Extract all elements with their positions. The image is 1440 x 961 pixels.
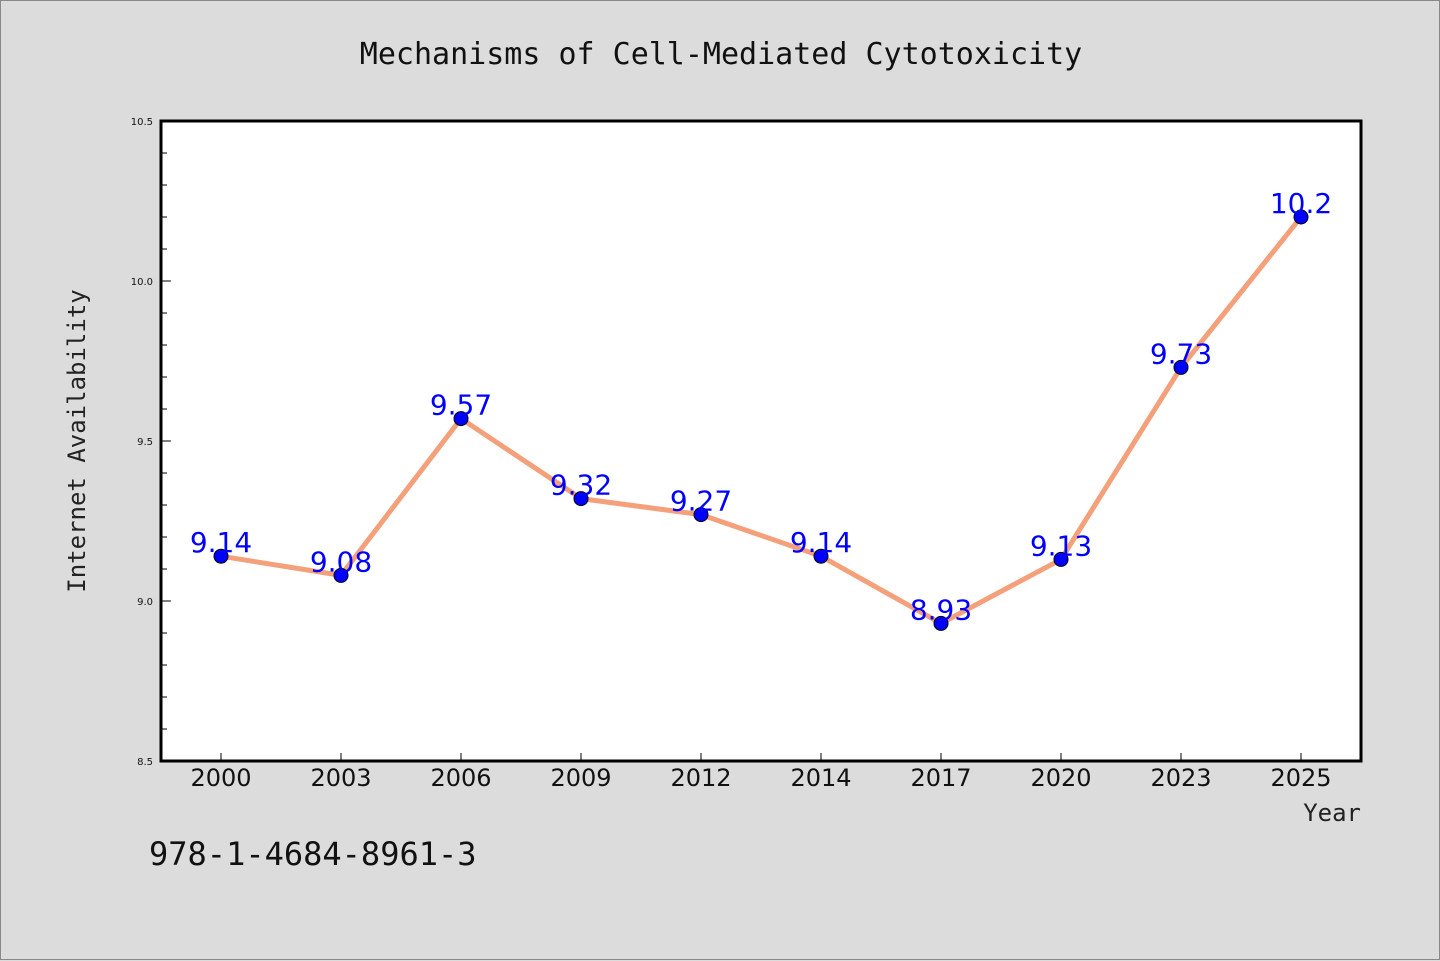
data-label: 9.27: [670, 485, 732, 518]
x-axis-label: Year: [1303, 799, 1361, 827]
x-tick-label: 2003: [310, 764, 371, 792]
data-point: [213, 548, 229, 564]
data-label: 9.14: [790, 526, 852, 559]
data-point: [453, 411, 469, 427]
data-label: 8.93: [910, 593, 972, 626]
data-label: 9.14: [190, 526, 252, 559]
y-tick-label: 10.5: [131, 117, 153, 128]
data-label: 10.2: [1270, 187, 1332, 220]
data-label: 9.32: [550, 469, 612, 502]
series-layer: 9.14 9.08 9.57 9.32 9.27 9.14 8.93 9.13 9.73 10.2: [190, 187, 1332, 631]
y-tick-label: 9.0: [137, 597, 153, 608]
x-tick-label: 2006: [430, 764, 491, 792]
y-tick-label: 10.0: [131, 277, 153, 288]
data-point: [693, 507, 709, 523]
series-line: [218, 214, 1304, 626]
y-tick-label: 8.5: [137, 757, 153, 768]
data-point: [573, 491, 589, 507]
data-point: [1053, 551, 1069, 567]
data-point: [813, 548, 829, 564]
chart-title: Mechanisms of Cell-Mediated Cytotoxicity: [360, 37, 1082, 72]
y-axis: 8.5 9.0 9.5 10.0 10.5: [131, 117, 171, 768]
x-tick-label: 2012: [670, 764, 731, 792]
x-axis: 2000 2003 2006 2009 2012 2014 2017 2020 2023 2025: [190, 753, 1332, 792]
x-tick-label: 2020: [1030, 764, 1091, 792]
x-tick-label: 2009: [550, 764, 611, 792]
data-label: 9.13: [1030, 529, 1092, 562]
data-label: 9.08: [310, 545, 372, 578]
y-axis-label: Internet Availability: [63, 289, 91, 592]
x-tick-label: 2017: [910, 764, 971, 792]
plot-area: [159, 119, 1363, 763]
x-tick-label: 2025: [1270, 764, 1331, 792]
isbn-text: 978-1-4684-8961-3: [149, 835, 477, 873]
data-point: [1293, 209, 1309, 225]
data-label: 9.57: [430, 389, 492, 422]
data-label: 9.73: [1150, 337, 1212, 370]
data-point: [1173, 359, 1189, 375]
data-point: [933, 615, 949, 631]
x-tick-label: 2000: [190, 764, 251, 792]
y-tick-label: 9.5: [137, 437, 153, 448]
x-tick-label: 2023: [1150, 764, 1211, 792]
x-tick-label: 2014: [790, 764, 851, 792]
data-point: [333, 567, 349, 583]
